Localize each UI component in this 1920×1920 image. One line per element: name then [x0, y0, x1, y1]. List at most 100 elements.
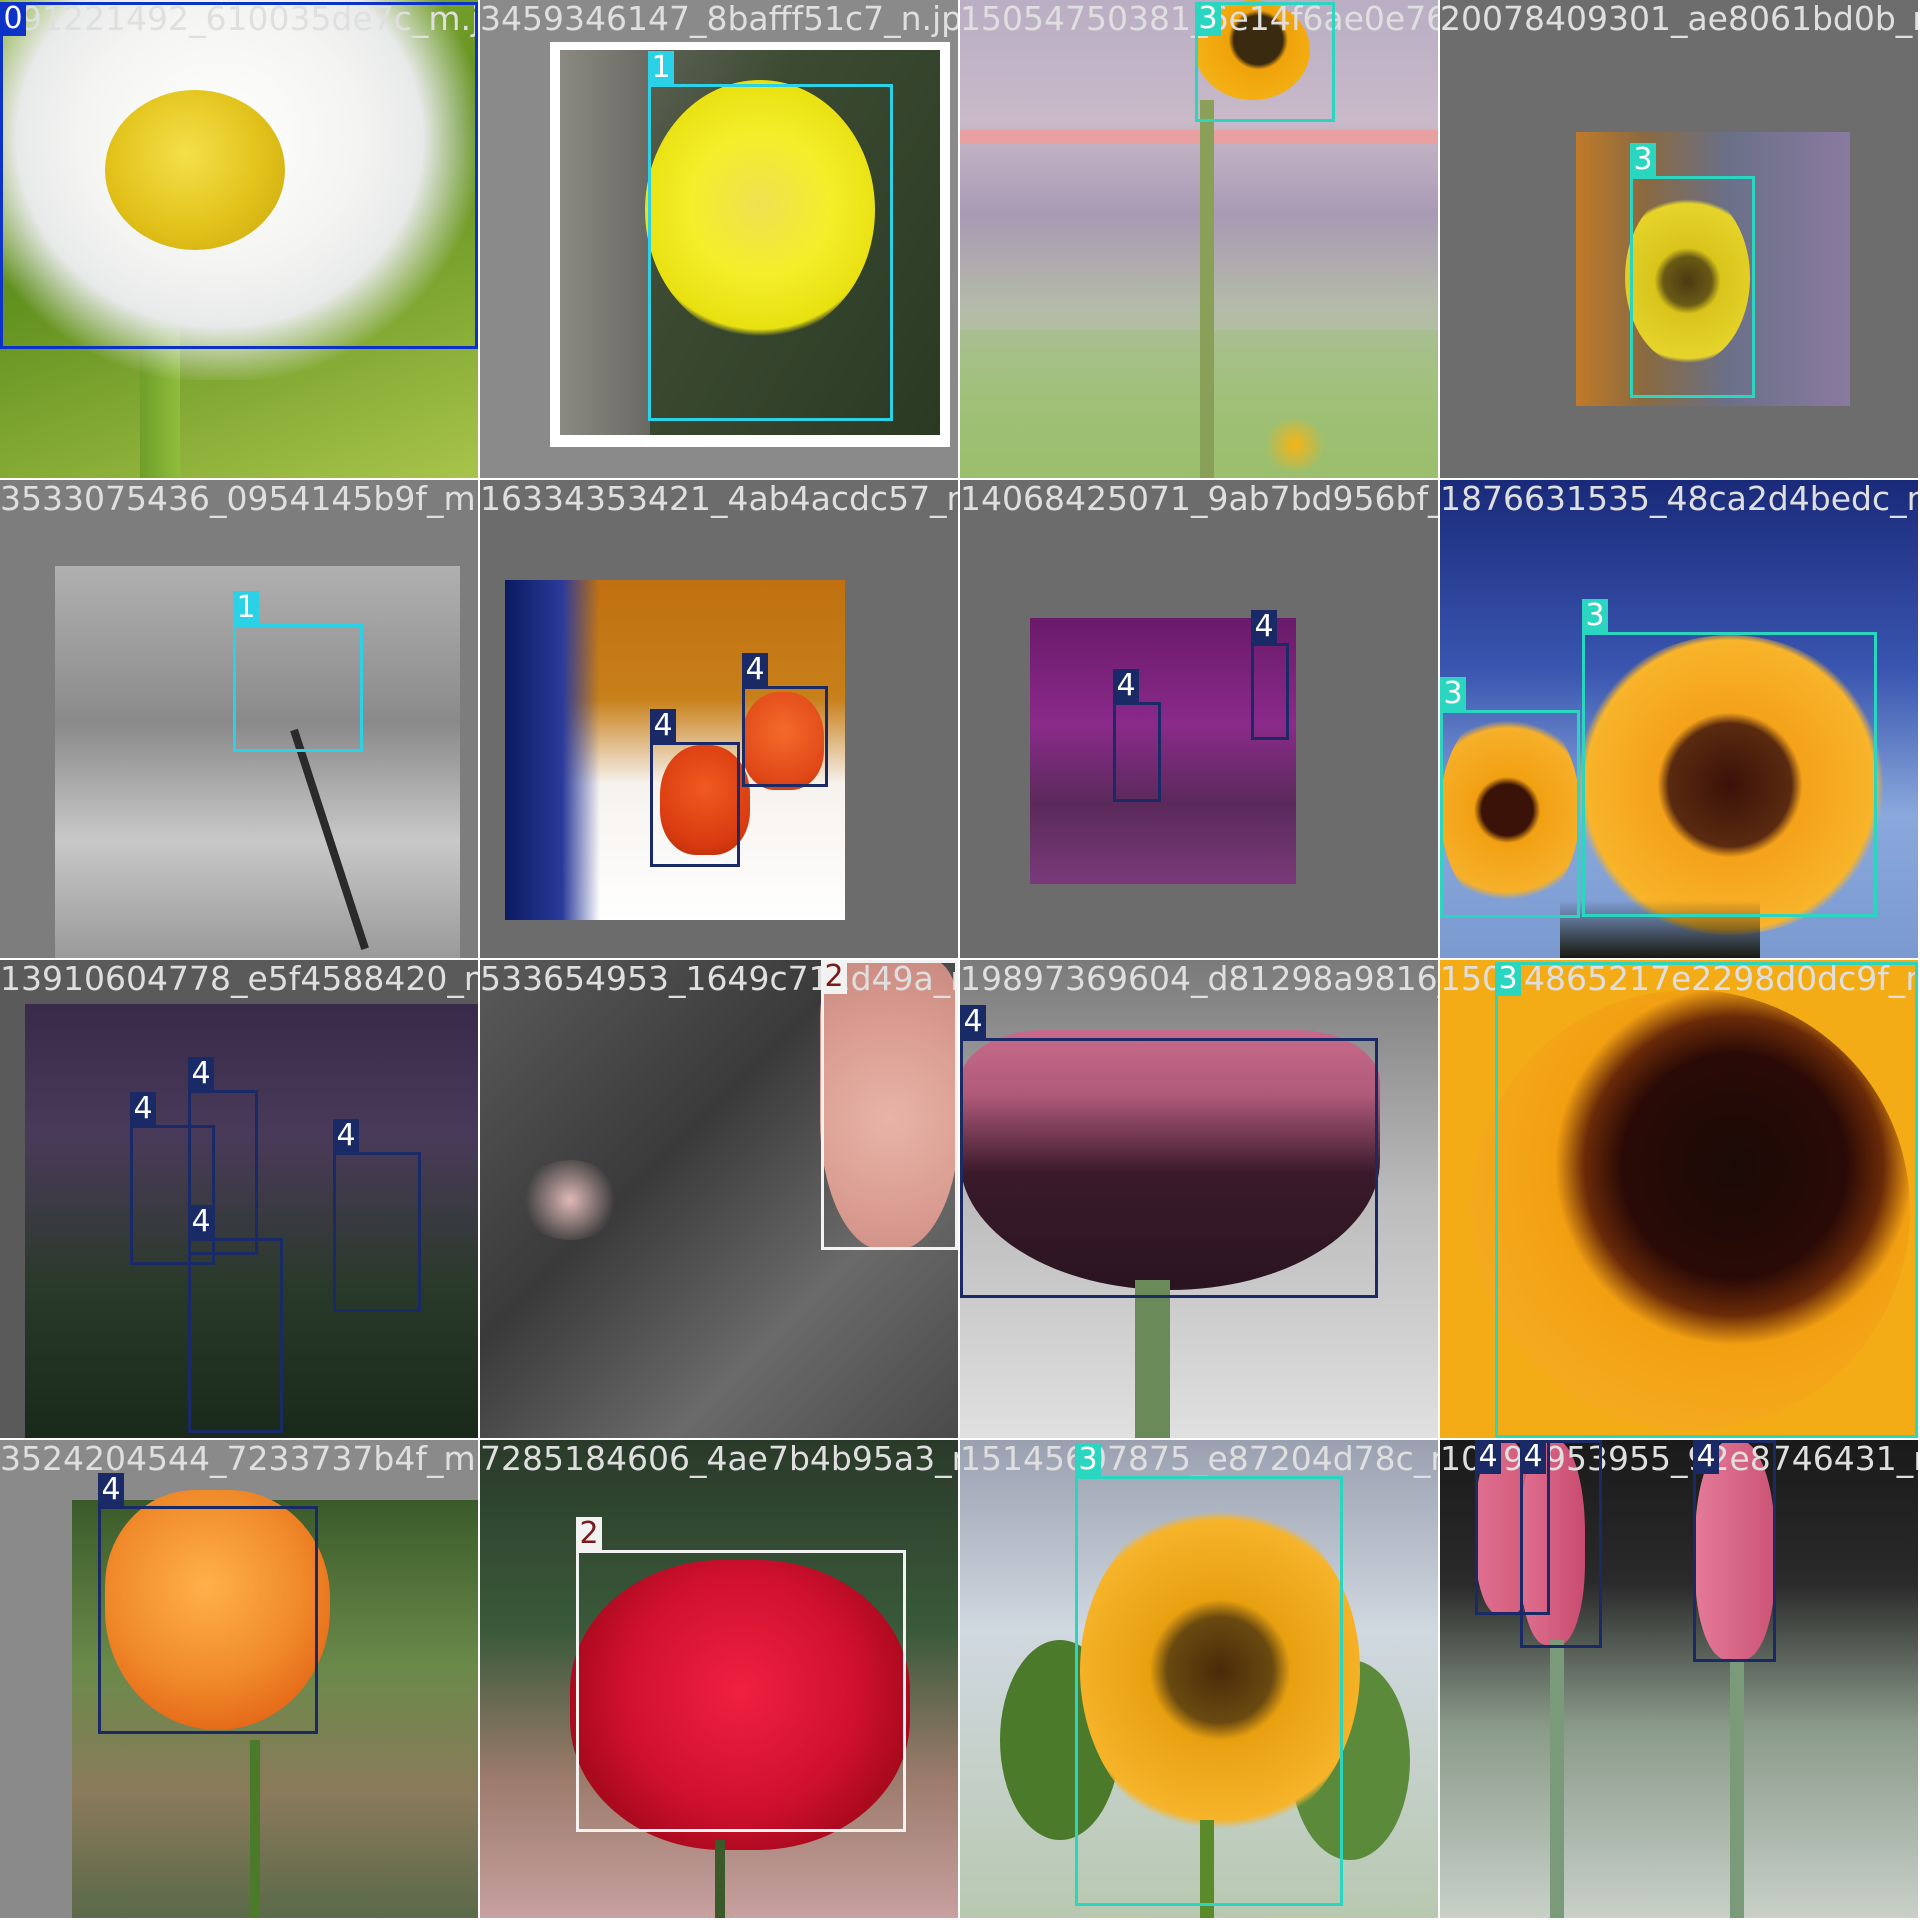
class-label: 1 [233, 591, 259, 625]
photo-sunflower-yellow [960, 1440, 1438, 1918]
mosaic-tile: 20078409301_ae8061bd0b_n.jpg3 [1440, 0, 1918, 478]
photo-sunflower-closeup [1440, 960, 1918, 1438]
grid-divider-vertical [478, 0, 480, 1920]
mosaic-tile: 191221492_610035de7c_m.jpg 0 [0, 0, 478, 478]
photo-region [1570, 635, 1890, 935]
bounding-box: 4 [1520, 1440, 1602, 1648]
photo-region [1520, 1440, 1585, 1645]
photo-region [1200, 1820, 1214, 1918]
class-label: 4 [188, 1057, 214, 1091]
photo-small-sunflower [960, 0, 1438, 478]
mosaic-tile: 16334353421_4ab4acdc57_n.jpg44 [480, 480, 958, 958]
photo-two-sunflowers [1440, 480, 1918, 958]
bounding-box: 0 [0, 2, 478, 349]
bounding-box: 4 [742, 653, 828, 787]
class-label: 4 [742, 653, 768, 687]
photo-region [55, 566, 460, 958]
mosaic-tile: 19897369604_d81298a9816_n.jpg4 [960, 960, 1438, 1438]
bounding-box: 2 [576, 1517, 906, 1832]
photo-red-rose [480, 1440, 958, 1918]
mosaic-tile: 3459346147_8bafff51c7_n.jpg 1 [480, 0, 958, 478]
class-label: 2 [576, 1517, 602, 1551]
photo-region [105, 90, 285, 250]
class-label: 1 [648, 51, 674, 85]
photo-region [1730, 1660, 1744, 1918]
mosaic-tile: 10995953955_92e8746431_n.jpg444 [1440, 1440, 1918, 1918]
class-label: 4 [130, 1092, 156, 1126]
photo-region [1260, 420, 1330, 470]
photo-region [25, 1004, 478, 1438]
mosaic-tile: 14068425071_9ab7bd956bf_n.jpg44 [960, 480, 1438, 958]
bounding-box: 1 [648, 51, 893, 421]
class-label: 4 [1693, 1440, 1719, 1474]
bounding-box: 4 [650, 709, 740, 867]
photo-region [960, 330, 1438, 478]
photo-pink-roses [480, 960, 958, 1438]
bounding-box: 3 [1195, 2, 1335, 122]
class-label: 4 [333, 1119, 359, 1153]
bounding-box: 4 [1113, 669, 1161, 802]
class-label: 3 [1582, 599, 1608, 633]
photo-purple-tulips [960, 480, 1438, 958]
photo-region [520, 1160, 620, 1240]
photo-region [715, 1840, 725, 1918]
photo-pink-tulips [1440, 1440, 1918, 1918]
bounding-box: 4 [188, 1057, 258, 1255]
class-label: 4 [1113, 669, 1139, 703]
class-label: 2 [821, 960, 847, 994]
photo-region [1080, 1500, 1360, 1840]
class-label: 3 [1075, 1443, 1101, 1477]
grid-divider-horizontal [0, 478, 1920, 480]
grid-divider-horizontal [0, 1438, 1920, 1440]
photo-red-tulips [480, 480, 958, 958]
mosaic-tile: 15054865217e2298d0dc9f_n.jpg3 [1440, 960, 1918, 1438]
bounding-box: 4 [1693, 1440, 1776, 1662]
bounding-box: 2 [821, 960, 958, 1250]
photo-region [1550, 1640, 1564, 1918]
bounding-box: 3 [1582, 599, 1877, 917]
grid-divider-vertical [958, 0, 960, 1920]
bounding-box: 4 [188, 1205, 283, 1433]
photo-region [742, 692, 824, 790]
bounding-box: 4 [98, 1473, 318, 1734]
photo-region [1200, 100, 1214, 478]
bounding-box: 4 [333, 1119, 421, 1312]
photo-region [960, 130, 1438, 144]
class-label: 4 [1251, 610, 1277, 644]
photo-orange-tulip [0, 1440, 478, 1918]
bounding-box: 4 [130, 1092, 215, 1265]
bounding-box: 4 [960, 1005, 1378, 1298]
photo-region [1695, 1440, 1775, 1660]
bounding-box: 3 [1075, 1443, 1343, 1906]
photo-region [1440, 705, 1580, 915]
photo-region [1135, 1280, 1170, 1438]
class-label: 4 [650, 709, 676, 743]
photo-region [1470, 990, 1910, 1430]
class-label: 0 [0, 2, 26, 36]
photo-region [505, 580, 600, 920]
photo-region [645, 80, 875, 340]
photo-yellow-dandelion [480, 0, 958, 478]
photo-region [1560, 900, 1760, 958]
mosaic-tile: 7285184606_4ae7b4b95a3_m.jpg2 [480, 1440, 958, 1918]
class-label: 3 [1630, 143, 1656, 177]
class-label: 4 [98, 1473, 124, 1507]
class-label: 4 [1475, 1440, 1501, 1474]
photo-region [570, 1560, 910, 1850]
mosaic-tile: 533654953_1649c711d49a_n.jpg2 [480, 960, 958, 1438]
mosaic-tile: 3524204544_7233737b4f_m.jpg4 [0, 1440, 478, 1918]
photo-purple-tulip-field [0, 960, 478, 1438]
bounding-box: 1 [233, 591, 363, 752]
class-label: 4 [188, 1205, 214, 1239]
class-label: 3 [1440, 677, 1466, 711]
photo-region [960, 1030, 1380, 1290]
photo-white-daisy [0, 0, 478, 478]
photo-region [250, 1740, 260, 1918]
bounding-box: 3 [1495, 962, 1918, 1438]
photo-region [1625, 190, 1750, 365]
photo-region [820, 960, 958, 1250]
bounding-box: 3 [1630, 143, 1755, 398]
bounding-box: 4 [1251, 610, 1289, 740]
mosaic-tile: 1876631535_48ca2d4bedc_n.jpg33 [1440, 480, 1918, 958]
class-label: 3 [1195, 2, 1221, 36]
